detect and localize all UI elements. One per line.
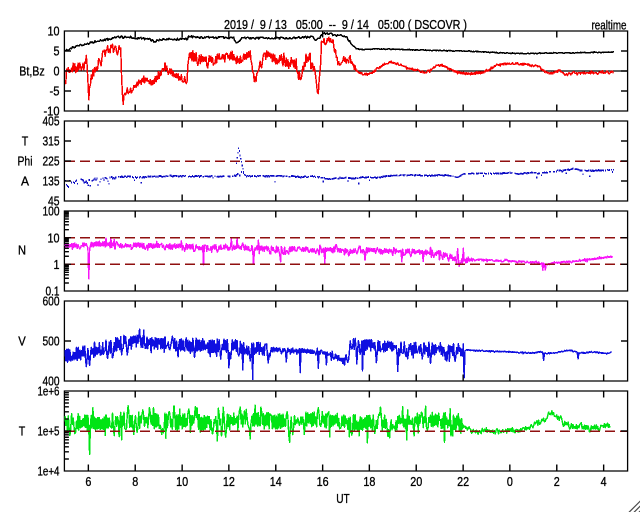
- svg-text:0: 0: [54, 64, 60, 79]
- svg-text:10: 10: [176, 474, 188, 489]
- svg-text:500: 500: [43, 334, 60, 349]
- svg-text:2: 2: [554, 474, 560, 489]
- svg-text:V: V: [18, 334, 26, 349]
- svg-text:UT: UT: [336, 491, 350, 506]
- svg-text:600: 600: [43, 294, 60, 309]
- svg-text:0.1: 0.1: [46, 284, 60, 299]
- svg-text:2019 / 9 / 13 05:00 -- 9: 2019 / 9 / 13 05:00 -- 9 / 14 05:00 ( DS…: [224, 17, 467, 32]
- svg-text:225: 225: [43, 154, 60, 169]
- svg-text:5: 5: [54, 44, 60, 59]
- svg-text:8: 8: [132, 474, 138, 489]
- svg-text:14: 14: [270, 474, 282, 489]
- svg-text:N: N: [18, 243, 26, 258]
- svg-text:6: 6: [85, 474, 91, 489]
- svg-text:10: 10: [48, 24, 60, 39]
- svg-text:18: 18: [363, 474, 375, 489]
- svg-text:20: 20: [410, 474, 422, 489]
- svg-text:0: 0: [507, 474, 513, 489]
- svg-text:400: 400: [43, 374, 60, 389]
- svg-text:135: 135: [43, 174, 60, 189]
- svg-text:1: 1: [54, 257, 60, 272]
- svg-text:315: 315: [43, 134, 60, 149]
- svg-text:16: 16: [317, 474, 329, 489]
- svg-text:realtime: realtime: [592, 18, 627, 33]
- svg-text:1e+4: 1e+4: [38, 464, 60, 479]
- svg-text:405: 405: [43, 114, 60, 129]
- svg-text:10: 10: [48, 230, 60, 245]
- svg-text:Phi: Phi: [18, 154, 33, 169]
- svg-text:45: 45: [48, 194, 60, 209]
- svg-text:Bt,Bz: Bt,Bz: [19, 64, 45, 79]
- svg-text:-10: -10: [44, 104, 60, 119]
- svg-text:T: T: [19, 424, 26, 439]
- svg-text:1e+6: 1e+6: [38, 384, 60, 399]
- svg-text:1e+5: 1e+5: [38, 424, 60, 439]
- svg-text:-5: -5: [50, 84, 60, 99]
- svg-text:22: 22: [457, 474, 469, 489]
- svg-text:T: T: [22, 134, 29, 149]
- svg-text:A: A: [21, 174, 29, 189]
- svg-text:100: 100: [43, 204, 60, 219]
- svg-text:12: 12: [223, 474, 235, 489]
- svg-text:4: 4: [601, 474, 607, 489]
